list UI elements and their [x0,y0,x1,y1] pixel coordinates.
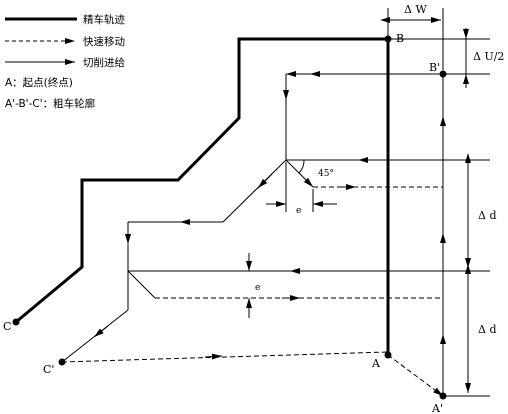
arrow-rapid-c-prime-to-a [204,353,223,360]
label-b-prime: B' [429,61,440,74]
angle-45-arc [298,159,305,174]
points: C B A B' A' C' [3,32,447,414]
e-horiz-label: e [296,206,301,216]
angle-45-label: 45° [318,169,334,179]
label-a: A [371,357,381,370]
arrow-diagonal-2 [93,325,109,338]
arrow-diagonal-1 [257,173,273,189]
finish-profile [15,37,390,355]
delta-d-lower-label: Δ d [478,323,496,336]
retract-45-2 [127,270,156,299]
rough-diagonal-1 [222,159,287,223]
legend-feed-label: 切削进给 [83,56,125,69]
delta-u-label: Δ U/2 [473,50,504,63]
legend: 精车轨迹 快速移动 切削进给 A：起点(终点) A'-B'-C'：粗车轮廓 [5,13,125,110]
point-b [384,35,392,43]
delta-w-label: Δ W [404,3,427,16]
legend-rapid-label: 快速移动 [83,35,125,48]
retract-45-1 [285,159,314,188]
legend-finish-label: 精车轨迹 [83,13,125,26]
rapid-c-prime-to-a [61,351,389,363]
label-c: C [3,320,11,333]
legend-rough-contour-label: A'-B'-C'：粗车轮廓 [5,97,95,110]
legend-start-point-label: A：起点(终点) [5,76,73,89]
delta-d-upper-label: Δ d [478,209,496,222]
dimensions: Δ W Δ U/2 Δ d Δ d 45° e e [246,3,504,397]
e-vert-label: e [255,283,260,293]
point-c [12,318,20,326]
label-c-prime: C' [43,363,54,376]
label-a-prime: A' [431,402,443,414]
tool-paths [61,71,490,397]
finish-profile-path [15,37,390,355]
rapid-a-to-a-prime [387,354,444,397]
